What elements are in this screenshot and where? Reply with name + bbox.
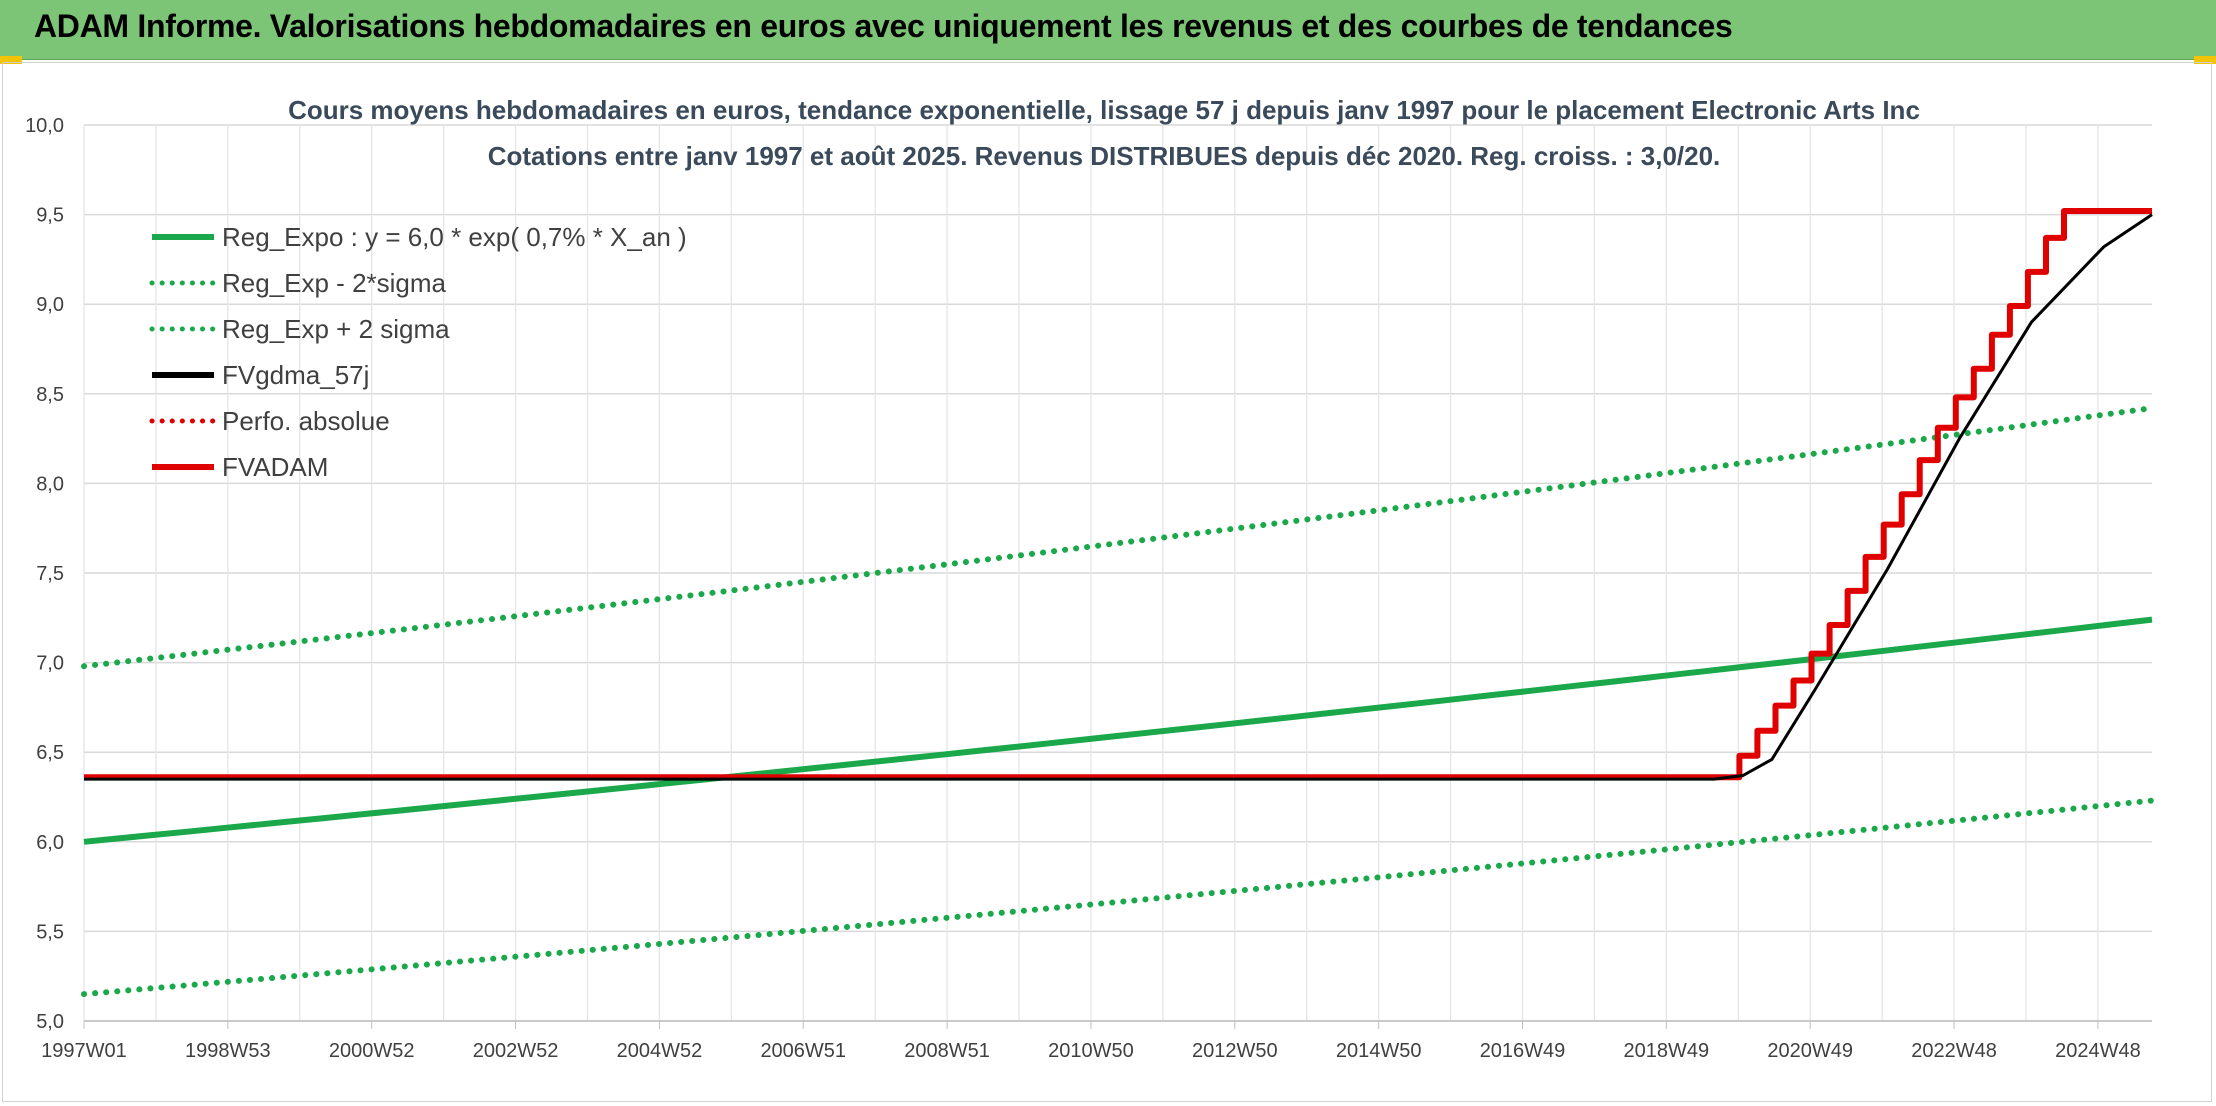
y-tick-label: 7,5 [36,563,64,585]
series-line-3 [84,213,2153,781]
y-tick-label: 9,5 [36,205,64,227]
x-tick-label: 2018W49 [1624,1040,1710,1062]
corner-mark-left [0,56,22,64]
grid-lines [83,124,2152,1022]
y-tick-label: 6,5 [36,742,64,764]
x-tick-label: 1998W53 [185,1040,271,1062]
y-tick-label: 6,0 [36,832,64,854]
chart-frame [2,62,2212,1102]
y-tick-label: 9,0 [36,294,64,316]
y-axis-ticks: 5,0 5,5 6,0 6,5 7,0 7,5 8,0 8,5 9,0 9,5 10,0 [25,115,64,1033]
x-tick-label: 2012W50 [1192,1040,1278,1062]
x-tick-label: 2020W49 [1767,1040,1853,1062]
series-line-5 [84,208,2152,781]
series-line-1 [81,797,2155,998]
x-tick-label: 2022W48 [1911,1040,1997,1062]
series-line-0 [83,616,2153,845]
chart-subtitle: Cotations entre janv 1997 et août 2025. … [488,141,1721,171]
y-tick-label: 5,0 [36,1011,64,1033]
x-tick-label: 2014W50 [1336,1040,1422,1062]
x-tick-label: 2010W50 [1048,1040,1134,1062]
y-tick-label: 10,0 [25,115,64,137]
x-tick-label: 2024W48 [2055,1040,2141,1062]
legend-label: Reg_Expo : y = 6,0 * exp( 0,7% * X_an ) [222,222,687,252]
y-tick-label: 7,0 [36,653,64,675]
x-tick-label: 2016W49 [1480,1040,1566,1062]
corner-mark-right [2194,56,2216,64]
x-axis-ticks: 1997W01 1998W53 2000W52 2002W52 2004W52 2006W… [41,1021,2141,1062]
x-tick-label: 2008W51 [904,1040,990,1062]
series-line-2 [81,405,2155,670]
legend-label: FVADAM [222,452,328,482]
report-banner: ADAM Informe. Valorisations hebdomadaire… [0,0,2216,60]
x-tick-label: 2000W52 [329,1040,415,1062]
legend-label: FVgdma_57j [222,360,369,390]
x-tick-label: 2006W51 [760,1040,846,1062]
y-tick-label: 8,0 [36,473,64,495]
chart-title: Cours moyens hebdomadaires en euros, ten… [288,95,1920,125]
y-tick-label: 5,5 [36,921,64,943]
x-tick-label: 1997W01 [41,1040,127,1062]
legend-label: Reg_Exp - 2*sigma [222,268,447,298]
legend: Reg_Expo : y = 6,0 * exp( 0,7% * X_an ) R… [149,222,687,482]
series-lines [81,208,2155,998]
x-tick-label: 2004W52 [617,1040,703,1062]
y-tick-label: 8,5 [36,384,64,406]
legend-label: Perfo. absolue [222,406,390,436]
legend-label: Reg_Exp + 2 sigma [222,314,450,344]
report-title: ADAM Informe. Valorisations hebdomadaire… [34,8,1733,44]
x-tick-label: 2002W52 [473,1040,559,1062]
